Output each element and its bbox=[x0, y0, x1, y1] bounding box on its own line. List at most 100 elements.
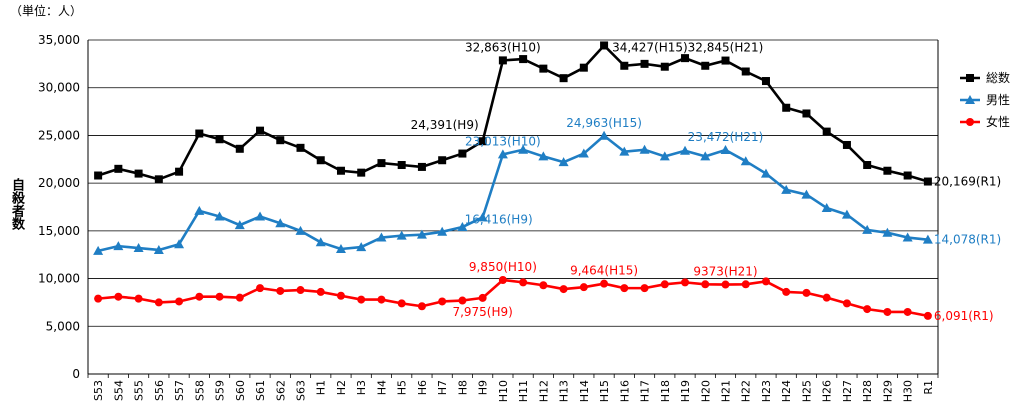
x-tick-label: S61 bbox=[254, 380, 267, 401]
data-point bbox=[965, 95, 975, 104]
data-point bbox=[721, 56, 730, 65]
x-tick-label: H1 bbox=[315, 380, 328, 395]
x-tick-label: H27 bbox=[841, 380, 854, 402]
data-point bbox=[457, 222, 468, 232]
legend-label: 男性 bbox=[986, 93, 1010, 107]
data-point bbox=[660, 62, 669, 71]
x-tick-label: H14 bbox=[578, 380, 591, 402]
data-label: 9,464(H15) bbox=[570, 264, 638, 278]
data-point bbox=[215, 292, 224, 301]
x-tick-label: S56 bbox=[153, 380, 166, 401]
data-point bbox=[883, 166, 892, 175]
data-point bbox=[903, 307, 912, 316]
data-point bbox=[154, 175, 163, 184]
data-point bbox=[438, 297, 447, 306]
y-tick-label: 20,000 bbox=[38, 176, 80, 190]
data-point bbox=[559, 74, 568, 83]
x-tick-label: H4 bbox=[375, 380, 388, 395]
data-point bbox=[701, 280, 710, 289]
data-label: 6,091(R1) bbox=[934, 309, 994, 323]
data-point bbox=[822, 127, 831, 136]
data-label: 32,845(H21) bbox=[688, 41, 764, 55]
data-point bbox=[821, 202, 832, 212]
data-point bbox=[842, 299, 851, 308]
x-tick-label: H8 bbox=[456, 380, 469, 395]
x-tick-label: H7 bbox=[436, 380, 449, 395]
y-tick-label: 35,000 bbox=[38, 33, 80, 47]
data-point bbox=[802, 109, 811, 118]
data-point bbox=[357, 168, 366, 177]
data-point bbox=[376, 232, 387, 242]
data-point bbox=[275, 218, 286, 228]
y-tick-label: 0 bbox=[72, 367, 80, 381]
data-point bbox=[720, 145, 731, 155]
legend-label: 女性 bbox=[986, 114, 1010, 129]
data-point bbox=[478, 137, 487, 146]
data-point bbox=[578, 148, 589, 158]
x-tick-label: H3 bbox=[355, 380, 368, 395]
x-tick-label: S60 bbox=[234, 380, 247, 401]
data-point bbox=[174, 239, 185, 249]
data-point bbox=[923, 311, 932, 320]
y-tick-label: 25,000 bbox=[38, 128, 80, 142]
data-point bbox=[741, 280, 750, 289]
y-tick-label: 5,000 bbox=[46, 319, 80, 333]
data-point bbox=[316, 156, 325, 165]
x-tick-label: H15 bbox=[598, 380, 611, 402]
data-point bbox=[579, 63, 588, 72]
data-point bbox=[922, 234, 933, 244]
data-point bbox=[134, 169, 143, 178]
data-point bbox=[94, 294, 103, 303]
data-point bbox=[822, 293, 831, 302]
data-point bbox=[477, 212, 488, 222]
series-line bbox=[97, 134, 929, 253]
data-label: 23,013(H10) bbox=[465, 134, 541, 148]
x-tick-label: H13 bbox=[558, 380, 571, 402]
data-point bbox=[133, 243, 144, 253]
data-point bbox=[397, 299, 406, 308]
x-tick-label: H22 bbox=[740, 380, 753, 402]
data-point bbox=[377, 295, 386, 304]
unit-label: （単位：人） bbox=[10, 4, 83, 18]
data-point bbox=[316, 287, 325, 296]
x-tick-label: S58 bbox=[193, 380, 206, 401]
data-point bbox=[214, 211, 225, 221]
data-point bbox=[94, 171, 103, 180]
data-point bbox=[579, 283, 588, 292]
data-point bbox=[782, 287, 791, 296]
data-label: 9373(H21) bbox=[693, 265, 757, 279]
x-tick-label: H9 bbox=[477, 380, 490, 395]
data-label: 7,975(H9) bbox=[452, 305, 512, 319]
data-point bbox=[721, 280, 730, 289]
data-point bbox=[740, 156, 751, 166]
x-tick-label: H5 bbox=[396, 380, 409, 395]
data-point bbox=[154, 298, 163, 307]
x-tick-label: H29 bbox=[881, 380, 894, 402]
x-tick-label: S53 bbox=[92, 380, 105, 401]
x-tick-label: H19 bbox=[679, 380, 692, 402]
x-tick-label: H17 bbox=[639, 380, 652, 402]
data-point bbox=[681, 54, 690, 63]
data-point bbox=[599, 130, 610, 140]
data-point bbox=[539, 281, 548, 290]
data-point bbox=[640, 284, 649, 293]
data-point bbox=[539, 64, 548, 73]
data-point bbox=[356, 242, 367, 252]
data-point bbox=[923, 177, 932, 186]
data-point bbox=[175, 167, 184, 176]
x-tick-label: H6 bbox=[416, 380, 429, 395]
data-point bbox=[781, 184, 792, 194]
data-point bbox=[600, 41, 609, 50]
data-label: 16,416(H9) bbox=[465, 212, 533, 226]
data-point bbox=[235, 144, 244, 153]
x-tick-label: H24 bbox=[780, 380, 793, 402]
data-point bbox=[234, 220, 245, 230]
data-point bbox=[558, 157, 569, 167]
data-point bbox=[295, 225, 306, 235]
data-point bbox=[966, 118, 974, 126]
x-tick-label: S59 bbox=[214, 380, 227, 401]
data-point bbox=[235, 293, 244, 302]
x-tick-label: H25 bbox=[800, 380, 813, 402]
data-point bbox=[882, 227, 893, 237]
x-tick-label: H28 bbox=[861, 380, 874, 402]
